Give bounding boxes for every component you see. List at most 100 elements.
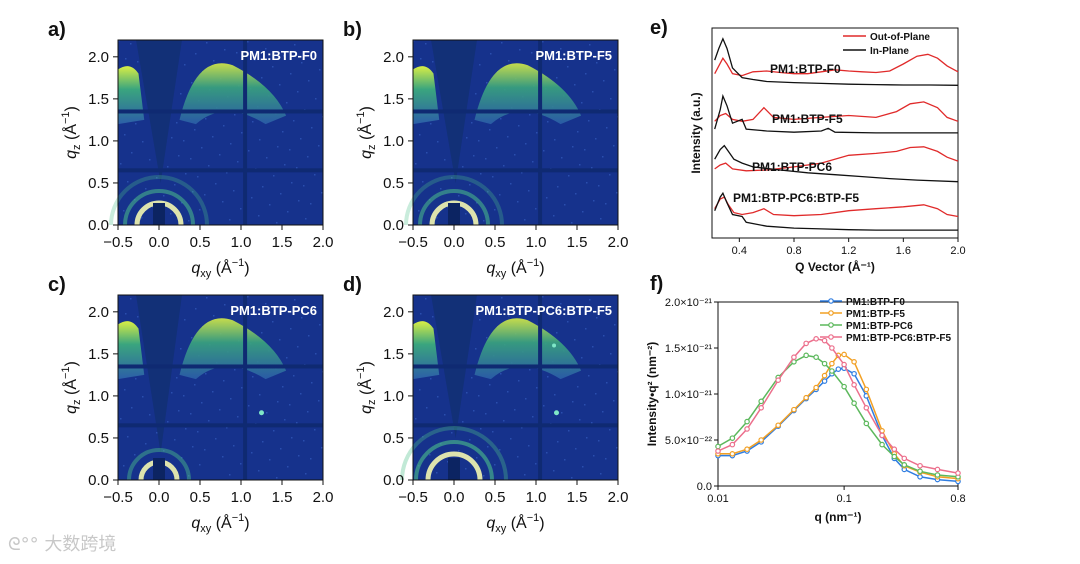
y-axis-label-part: q <box>358 150 375 159</box>
series-point <box>729 435 736 441</box>
speckle <box>204 194 206 196</box>
speckle <box>440 188 442 190</box>
speckle <box>201 402 203 404</box>
speckle <box>425 43 427 45</box>
speckle <box>199 209 201 211</box>
speckle <box>579 419 581 421</box>
speckle <box>582 466 584 468</box>
speckle <box>279 339 281 341</box>
series-point <box>917 473 923 480</box>
series-point <box>813 335 819 342</box>
speckle <box>525 398 527 400</box>
speckle <box>432 316 434 318</box>
speckle <box>149 159 151 161</box>
series-point <box>775 422 781 429</box>
speckle <box>586 437 588 439</box>
speckle <box>499 449 501 451</box>
speckle <box>480 428 482 430</box>
speckle <box>174 184 176 186</box>
x-axis-label-part: ) <box>244 515 249 532</box>
speckle <box>234 114 236 116</box>
speckle <box>156 177 158 179</box>
x-axis-label: qxy (Å−1) <box>486 512 544 535</box>
speckle <box>591 422 593 424</box>
speckle <box>181 457 183 459</box>
y-tick-label: 0.0 <box>697 481 712 493</box>
speckle <box>319 324 321 326</box>
speckle <box>201 147 203 149</box>
series-point <box>879 441 885 448</box>
y-axis-label-part: (Å <box>356 124 375 145</box>
y-axis-label-part: q <box>63 405 80 414</box>
speckle <box>469 184 471 186</box>
speckle <box>321 192 323 194</box>
speckle <box>180 93 182 95</box>
y-tick-label: 1.5×10⁻²¹ <box>665 343 712 355</box>
legend-label: PM1:BTP-PC6 <box>846 321 913 332</box>
speckle <box>475 93 477 95</box>
speckle <box>296 422 298 424</box>
speckle <box>483 220 485 222</box>
x-tick-label: 1.5 <box>272 234 293 251</box>
speckle <box>312 51 314 53</box>
speckle <box>123 210 125 212</box>
x-tick-label: 2.0 <box>313 489 334 506</box>
speckle <box>176 122 178 124</box>
x-tick-label: 0.5 <box>485 234 506 251</box>
speckle <box>195 308 197 310</box>
speckle <box>269 204 271 206</box>
y-tick-label: 0.5 <box>383 175 404 192</box>
speckle <box>507 391 509 393</box>
speckle <box>279 84 281 86</box>
speckle <box>176 377 178 379</box>
speckle <box>259 394 261 396</box>
speckle <box>262 186 264 188</box>
series-point <box>829 345 835 351</box>
detector-gap <box>413 109 618 114</box>
speckle <box>462 421 464 423</box>
panel-inset-label: PM1:BTP-PC6 <box>230 303 317 318</box>
speckle <box>609 429 611 431</box>
y-tick-label: 1.0×10⁻²¹ <box>665 389 712 401</box>
speckle <box>616 192 618 194</box>
speckle <box>575 448 577 450</box>
x-tick-label: 1.0 <box>231 234 252 251</box>
speckle <box>273 175 275 177</box>
speckle <box>426 407 428 409</box>
speckle <box>284 419 286 421</box>
speckle <box>422 436 424 438</box>
speckle <box>321 447 323 449</box>
speckle <box>178 155 180 157</box>
speckle <box>206 297 208 299</box>
y-axis-label-part: z <box>71 144 83 150</box>
speckle <box>609 174 611 176</box>
y-axis-label-part: z <box>366 399 378 405</box>
speckle <box>532 161 534 163</box>
y-tick-label: 1.0 <box>88 133 109 150</box>
detector-gap <box>538 40 543 225</box>
in-plane-line <box>714 93 958 134</box>
speckle <box>492 176 494 178</box>
speckle <box>127 436 129 438</box>
speckle <box>283 55 285 57</box>
curve-label: PM1:BTP-PC6:BTP-F5 <box>733 191 859 205</box>
speckle <box>265 303 267 305</box>
speckle <box>311 382 313 384</box>
x-tick-label: 0.01 <box>707 493 728 505</box>
speckle <box>581 357 583 359</box>
x-tick-label: −0.5 <box>103 234 133 251</box>
speckle <box>184 319 186 321</box>
beamstop <box>448 203 460 225</box>
right-lobe <box>474 63 582 125</box>
speckle <box>499 194 501 196</box>
speckle <box>613 145 615 147</box>
speckle <box>444 159 446 161</box>
speckle <box>415 163 417 165</box>
speckle <box>419 134 421 136</box>
speckle <box>208 165 210 167</box>
speckle <box>589 44 591 46</box>
speckle <box>584 404 586 406</box>
speckle <box>485 158 487 160</box>
series-point <box>803 394 809 401</box>
speckle <box>473 410 475 412</box>
